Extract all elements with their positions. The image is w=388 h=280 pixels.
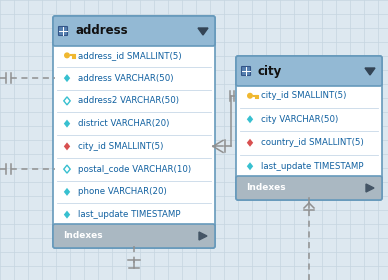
Polygon shape <box>247 139 253 147</box>
Text: Indexes: Indexes <box>63 232 102 241</box>
Text: address2 VARCHAR(50): address2 VARCHAR(50) <box>78 96 179 105</box>
Polygon shape <box>64 188 70 196</box>
Circle shape <box>64 52 70 58</box>
Polygon shape <box>247 115 253 123</box>
Text: city_id SMALLINT(5): city_id SMALLINT(5) <box>78 142 163 151</box>
Text: country_id SMALLINT(5): country_id SMALLINT(5) <box>261 138 364 147</box>
Text: postal_code VARCHAR(10): postal_code VARCHAR(10) <box>78 165 191 174</box>
Text: city VARCHAR(50): city VARCHAR(50) <box>261 115 338 124</box>
Text: district VARCHAR(20): district VARCHAR(20) <box>78 119 170 128</box>
Polygon shape <box>64 97 70 105</box>
FancyBboxPatch shape <box>53 16 215 46</box>
FancyBboxPatch shape <box>53 16 215 248</box>
Polygon shape <box>365 68 375 75</box>
Polygon shape <box>64 142 70 150</box>
Polygon shape <box>64 165 70 173</box>
Polygon shape <box>64 120 70 128</box>
FancyBboxPatch shape <box>59 27 68 36</box>
Text: Indexes: Indexes <box>246 183 286 193</box>
Polygon shape <box>199 232 207 240</box>
Text: address VARCHAR(50): address VARCHAR(50) <box>78 74 173 83</box>
Text: last_update TIMESTAMP: last_update TIMESTAMP <box>78 210 180 219</box>
FancyBboxPatch shape <box>236 56 382 86</box>
Text: city_id SMALLINT(5): city_id SMALLINT(5) <box>261 91 346 100</box>
Text: address_id SMALLINT(5): address_id SMALLINT(5) <box>78 51 182 60</box>
Polygon shape <box>198 28 208 35</box>
Text: address: address <box>75 25 128 38</box>
Polygon shape <box>64 211 70 219</box>
Polygon shape <box>247 162 253 170</box>
FancyBboxPatch shape <box>53 224 215 248</box>
Polygon shape <box>64 74 70 82</box>
Text: last_update TIMESTAMP: last_update TIMESTAMP <box>261 162 364 171</box>
Text: city: city <box>258 64 282 78</box>
Polygon shape <box>366 184 374 192</box>
FancyBboxPatch shape <box>236 56 382 200</box>
FancyBboxPatch shape <box>241 67 251 76</box>
FancyBboxPatch shape <box>236 176 382 200</box>
Text: phone VARCHAR(20): phone VARCHAR(20) <box>78 187 167 196</box>
Circle shape <box>247 93 253 99</box>
